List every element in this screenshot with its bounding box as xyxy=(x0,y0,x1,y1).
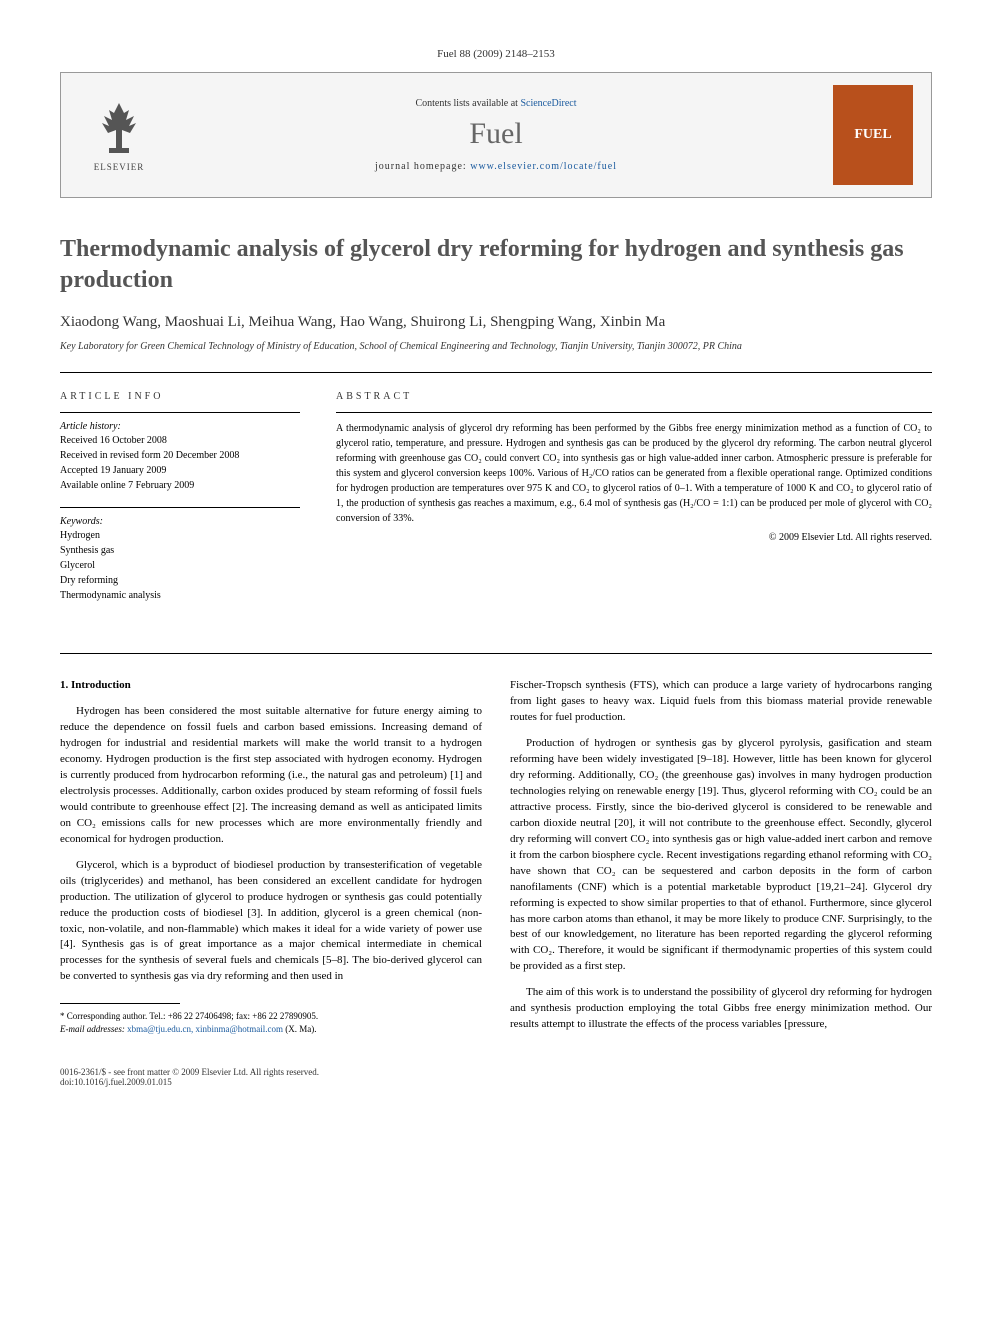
page-container: Fuel 88 (2009) 2148–2153 ELSEVIER Conten… xyxy=(0,0,992,1135)
body-column-right: Fischer-Tropsch synthesis (FTS), which c… xyxy=(510,678,932,1043)
homepage-line: journal homepage: www.elsevier.com/locat… xyxy=(177,161,815,172)
email-label: E-mail addresses: xyxy=(60,1024,127,1034)
body-paragraph: Hydrogen has been considered the most su… xyxy=(60,704,482,847)
abstract-label: ABSTRACT xyxy=(336,391,932,402)
footnote-separator xyxy=(60,1003,180,1004)
elsevier-tree-icon xyxy=(94,98,144,158)
cover-text: FUEL xyxy=(854,127,891,143)
body-paragraph: Glycerol, which is a byproduct of biodie… xyxy=(60,858,482,986)
homepage-label: journal homepage: xyxy=(375,161,470,172)
publisher-logo-block: ELSEVIER xyxy=(79,85,159,185)
keyword: Glycerol xyxy=(60,559,300,573)
keyword: Synthesis gas xyxy=(60,544,300,558)
keywords-heading: Keywords: xyxy=(60,516,300,527)
history-heading: Article history: xyxy=(60,421,300,432)
page-footer: 0016-2361/$ - see front matter © 2009 El… xyxy=(60,1067,932,1087)
abstract-column: ABSTRACT A thermodynamic analysis of gly… xyxy=(336,391,932,617)
corresponding-footnote: * Corresponding author. Tel.: +86 22 274… xyxy=(60,1010,482,1023)
banner-center: Contents lists available at ScienceDirec… xyxy=(177,98,815,172)
author-list: Xiaodong Wang, Maoshuai Li, Meihua Wang,… xyxy=(60,314,932,331)
abstract-text: A thermodynamic analysis of glycerol dry… xyxy=(336,412,932,526)
intro-heading: 1. Introduction xyxy=(60,678,482,694)
body-paragraph: The aim of this work is to understand th… xyxy=(510,985,932,1033)
article-title: Thermodynamic analysis of glycerol dry r… xyxy=(60,234,932,296)
homepage-link[interactable]: www.elsevier.com/locate/fuel xyxy=(470,161,617,172)
body-column-left: 1. Introduction Hydrogen has been consid… xyxy=(60,678,482,1043)
article-info-column: ARTICLE INFO Article history: Received 1… xyxy=(60,391,300,617)
keyword: Dry reforming xyxy=(60,574,300,588)
keyword: Thermodynamic analysis xyxy=(60,589,300,603)
history-line: Available online 7 February 2009 xyxy=(60,479,300,493)
body-two-column: 1. Introduction Hydrogen has been consid… xyxy=(60,678,932,1043)
abstract-copyright: © 2009 Elsevier Ltd. All rights reserved… xyxy=(336,532,932,543)
journal-cover-thumb: FUEL xyxy=(833,85,913,185)
body-paragraph: Production of hydrogen or synthesis gas … xyxy=(510,736,932,975)
body-paragraph: Fischer-Tropsch synthesis (FTS), which c… xyxy=(510,678,932,726)
contents-prefix: Contents lists available at xyxy=(415,98,520,109)
history-line: Received in revised form 20 December 200… xyxy=(60,449,300,463)
email-link[interactable]: xbma@tju.edu.cn, xinbinma@hotmail.com xyxy=(127,1024,283,1034)
header-citation: Fuel 88 (2009) 2148–2153 xyxy=(60,48,932,60)
footer-copyright: 0016-2361/$ - see front matter © 2009 El… xyxy=(60,1067,319,1077)
footer-doi: doi:10.1016/j.fuel.2009.01.015 xyxy=(60,1077,319,1087)
footer-left: 0016-2361/$ - see front matter © 2009 El… xyxy=(60,1067,319,1087)
keywords-block: Keywords: Hydrogen Synthesis gas Glycero… xyxy=(60,507,300,603)
section-divider xyxy=(60,653,932,654)
contents-line: Contents lists available at ScienceDirec… xyxy=(177,98,815,109)
article-info-label: ARTICLE INFO xyxy=(60,391,300,402)
publisher-label: ELSEVIER xyxy=(94,162,145,172)
keyword: Hydrogen xyxy=(60,529,300,543)
history-line: Received 16 October 2008 xyxy=(60,434,300,448)
email-footnote: E-mail addresses: xbma@tju.edu.cn, xinbi… xyxy=(60,1023,482,1036)
journal-banner: ELSEVIER Contents lists available at Sci… xyxy=(60,72,932,198)
history-line: Accepted 19 January 2009 xyxy=(60,464,300,478)
info-abstract-section: ARTICLE INFO Article history: Received 1… xyxy=(60,372,932,617)
article-history-block: Article history: Received 16 October 200… xyxy=(60,412,300,493)
email-suffix: (X. Ma). xyxy=(283,1024,317,1034)
affiliation: Key Laboratory for Green Chemical Techno… xyxy=(60,341,932,352)
journal-name: Fuel xyxy=(177,117,815,151)
sciencedirect-link[interactable]: ScienceDirect xyxy=(520,98,576,109)
